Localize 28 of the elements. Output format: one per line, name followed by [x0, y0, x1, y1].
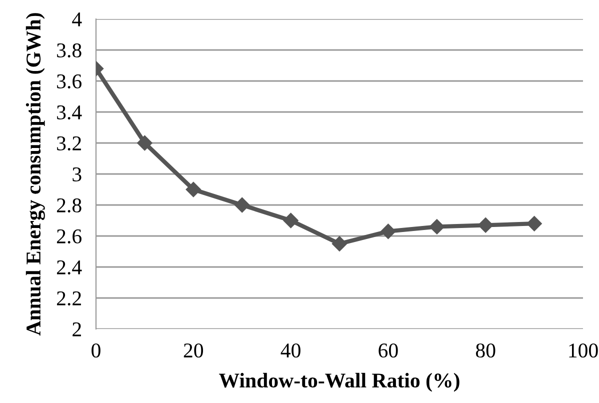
- y-tick-label: 2.4: [56, 260, 82, 275]
- x-tick-label: 80: [476, 343, 496, 358]
- y-tick-label: 2.2: [56, 291, 81, 306]
- x-tick-label: 40: [280, 343, 300, 358]
- y-tick-label: 3: [72, 167, 82, 182]
- point: [234, 197, 250, 213]
- y-tick-label: 3.8: [57, 43, 82, 58]
- x-axis-title: Window-to-Wall Ratio (%): [219, 372, 460, 392]
- x-tick-label: 20: [184, 343, 204, 358]
- y-axis-title: Annual Energy consumption (GWh): [26, 13, 45, 336]
- point: [526, 216, 542, 232]
- point: [186, 182, 201, 198]
- point: [429, 219, 444, 234]
- x-tick-label: 60: [378, 343, 398, 358]
- x-tick-label: 100: [569, 343, 598, 358]
- y-tick-label: 2.6: [56, 229, 82, 244]
- point: [137, 135, 152, 151]
- point: [283, 212, 298, 228]
- point: [380, 224, 396, 239]
- y-tick-label: 4: [72, 12, 82, 26]
- y-tick-label: 2: [72, 322, 81, 336]
- y-tick-label: 3.2: [57, 136, 81, 151]
- x-tick-label: 0: [92, 343, 100, 358]
- y-tick-label: 2.8: [56, 198, 82, 213]
- point: [478, 218, 494, 233]
- point: [332, 236, 348, 252]
- y-tick-label: 3.6: [57, 74, 82, 89]
- y-tick-label: 3.4: [57, 105, 82, 120]
